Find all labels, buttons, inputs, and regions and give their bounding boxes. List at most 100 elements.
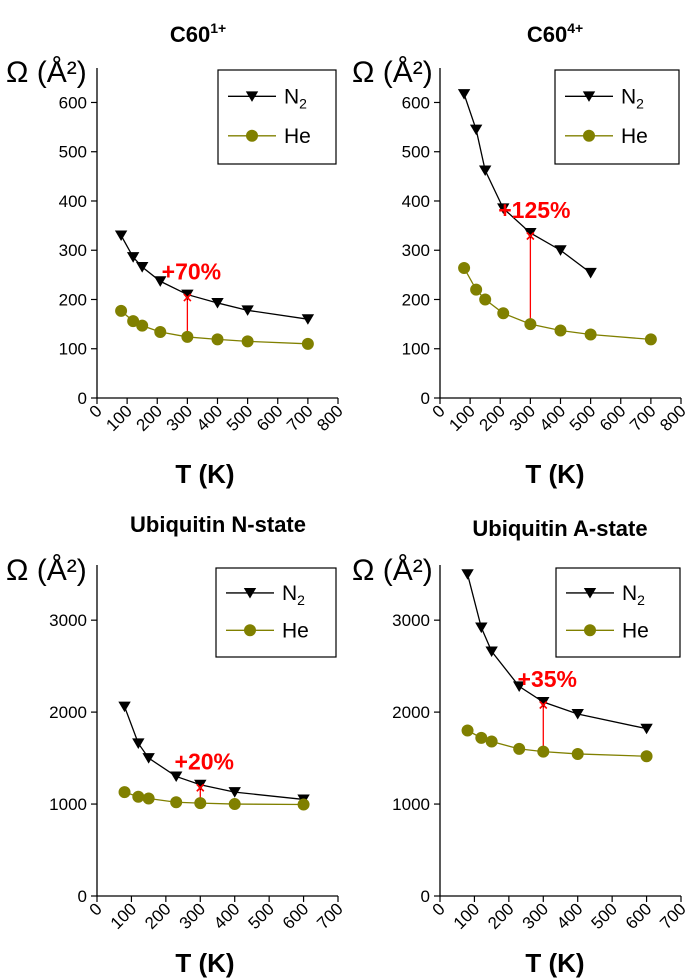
x-tick-label: 300 bbox=[519, 899, 552, 932]
legend-marker bbox=[245, 91, 259, 102]
legend-marker bbox=[583, 587, 597, 599]
data-point-n2 bbox=[571, 708, 584, 720]
y-tick-label: 2000 bbox=[49, 703, 87, 722]
x-tick-label: 400 bbox=[553, 899, 586, 932]
legend-marker bbox=[582, 91, 596, 102]
y-tick-label: 0 bbox=[78, 887, 87, 906]
annotation-marker bbox=[539, 700, 548, 710]
data-point-he bbox=[497, 307, 510, 320]
legend-label: He bbox=[284, 125, 311, 148]
data-point-n2 bbox=[114, 230, 128, 242]
data-point-n2 bbox=[512, 681, 526, 692]
y-tick-label: 1000 bbox=[49, 795, 87, 814]
data-point-he bbox=[475, 731, 488, 744]
data-point-n2 bbox=[142, 753, 155, 764]
x-tick-label: 100 bbox=[450, 899, 483, 932]
data-point-n2 bbox=[554, 245, 567, 256]
data-point-he bbox=[154, 326, 167, 338]
y-axis-label: Ω (Å²) bbox=[6, 554, 87, 587]
y-tick-label: 0 bbox=[421, 389, 430, 408]
data-point-he bbox=[640, 750, 653, 763]
x-axis-label: T (K) bbox=[525, 459, 584, 489]
data-point-he bbox=[170, 796, 183, 809]
y-tick-label: 500 bbox=[59, 143, 87, 162]
data-point-he bbox=[181, 330, 194, 343]
legend-label: He bbox=[622, 619, 649, 642]
x-tick-label: 0 bbox=[86, 401, 106, 421]
annotation-label: +35% bbox=[518, 666, 577, 692]
data-point-he bbox=[297, 798, 310, 811]
legend-label-subscript: 2 bbox=[297, 592, 305, 608]
y-tick-label: 300 bbox=[402, 241, 430, 260]
annotation-label: +70% bbox=[162, 259, 221, 285]
chart-title: C604+ bbox=[527, 20, 583, 47]
data-point-he bbox=[479, 293, 492, 306]
x-tick-label: 500 bbox=[587, 899, 620, 932]
data-point-he bbox=[470, 283, 483, 296]
data-point-he bbox=[132, 790, 145, 803]
data-point-n2 bbox=[228, 787, 241, 798]
y-tick-label: 0 bbox=[78, 389, 87, 408]
data-point-n2 bbox=[135, 262, 149, 273]
x-tick-label: 100 bbox=[107, 899, 140, 932]
data-point-n2 bbox=[584, 267, 597, 279]
y-tick-label: 200 bbox=[59, 290, 87, 309]
legend-marker bbox=[244, 624, 256, 637]
legend-label: He bbox=[282, 619, 309, 642]
legend-box bbox=[217, 69, 337, 165]
data-point-n2 bbox=[469, 124, 483, 136]
y-tick-label: 3000 bbox=[49, 611, 87, 630]
legend-marker bbox=[246, 129, 258, 142]
x-tick-label: 700 bbox=[626, 401, 659, 434]
data-point-n2 bbox=[475, 622, 488, 634]
legend-label-subscript: 2 bbox=[299, 95, 307, 111]
data-point-n2 bbox=[154, 276, 167, 287]
legend-marker bbox=[243, 587, 257, 599]
legend-box bbox=[555, 567, 681, 658]
data-point-he bbox=[194, 797, 207, 810]
y-tick-label: 500 bbox=[402, 143, 430, 162]
y-tick-label: 1000 bbox=[392, 795, 430, 814]
data-point-he bbox=[644, 333, 657, 346]
y-tick-label: 600 bbox=[402, 93, 430, 112]
x-tick-label: 300 bbox=[176, 899, 209, 932]
x-tick-label: 700 bbox=[313, 899, 346, 932]
x-tick-label: 0 bbox=[429, 899, 449, 919]
x-tick-label: 700 bbox=[283, 401, 316, 434]
legend-label: He bbox=[621, 125, 648, 148]
data-point-he bbox=[142, 792, 155, 805]
y-axis-label: Ω (Å²) bbox=[352, 554, 433, 587]
annotation-label: +20% bbox=[175, 749, 234, 775]
data-point-he bbox=[571, 747, 584, 760]
y-tick-label: 300 bbox=[59, 241, 87, 260]
data-point-n2 bbox=[181, 289, 194, 301]
x-axis-label: T (K) bbox=[175, 459, 234, 489]
x-tick-label: 800 bbox=[656, 401, 689, 434]
x-tick-label: 300 bbox=[163, 401, 196, 434]
x-tick-label: 600 bbox=[622, 899, 655, 932]
x-tick-label: 100 bbox=[445, 401, 478, 434]
x-tick-label: 100 bbox=[102, 401, 135, 434]
data-point-n2 bbox=[169, 771, 183, 783]
data-point-he bbox=[211, 333, 224, 346]
legend-marker bbox=[584, 624, 596, 637]
chart-title: Ubiquitin N-state bbox=[130, 512, 306, 537]
data-point-he bbox=[485, 735, 498, 748]
data-point-n2 bbox=[126, 252, 140, 263]
data-point-he bbox=[524, 318, 537, 331]
data-point-n2 bbox=[301, 314, 315, 325]
data-point-n2 bbox=[118, 701, 131, 713]
x-tick-label: 400 bbox=[536, 401, 569, 434]
chart-panel-2: C604+Ω (Å²)T (K)010020030040050060001002… bbox=[352, 20, 690, 489]
data-point-he bbox=[115, 304, 128, 317]
x-tick-label: 500 bbox=[244, 899, 277, 932]
x-tick-label: 600 bbox=[253, 401, 286, 434]
data-point-n2 bbox=[461, 569, 474, 580]
x-tick-label: 700 bbox=[656, 899, 689, 932]
